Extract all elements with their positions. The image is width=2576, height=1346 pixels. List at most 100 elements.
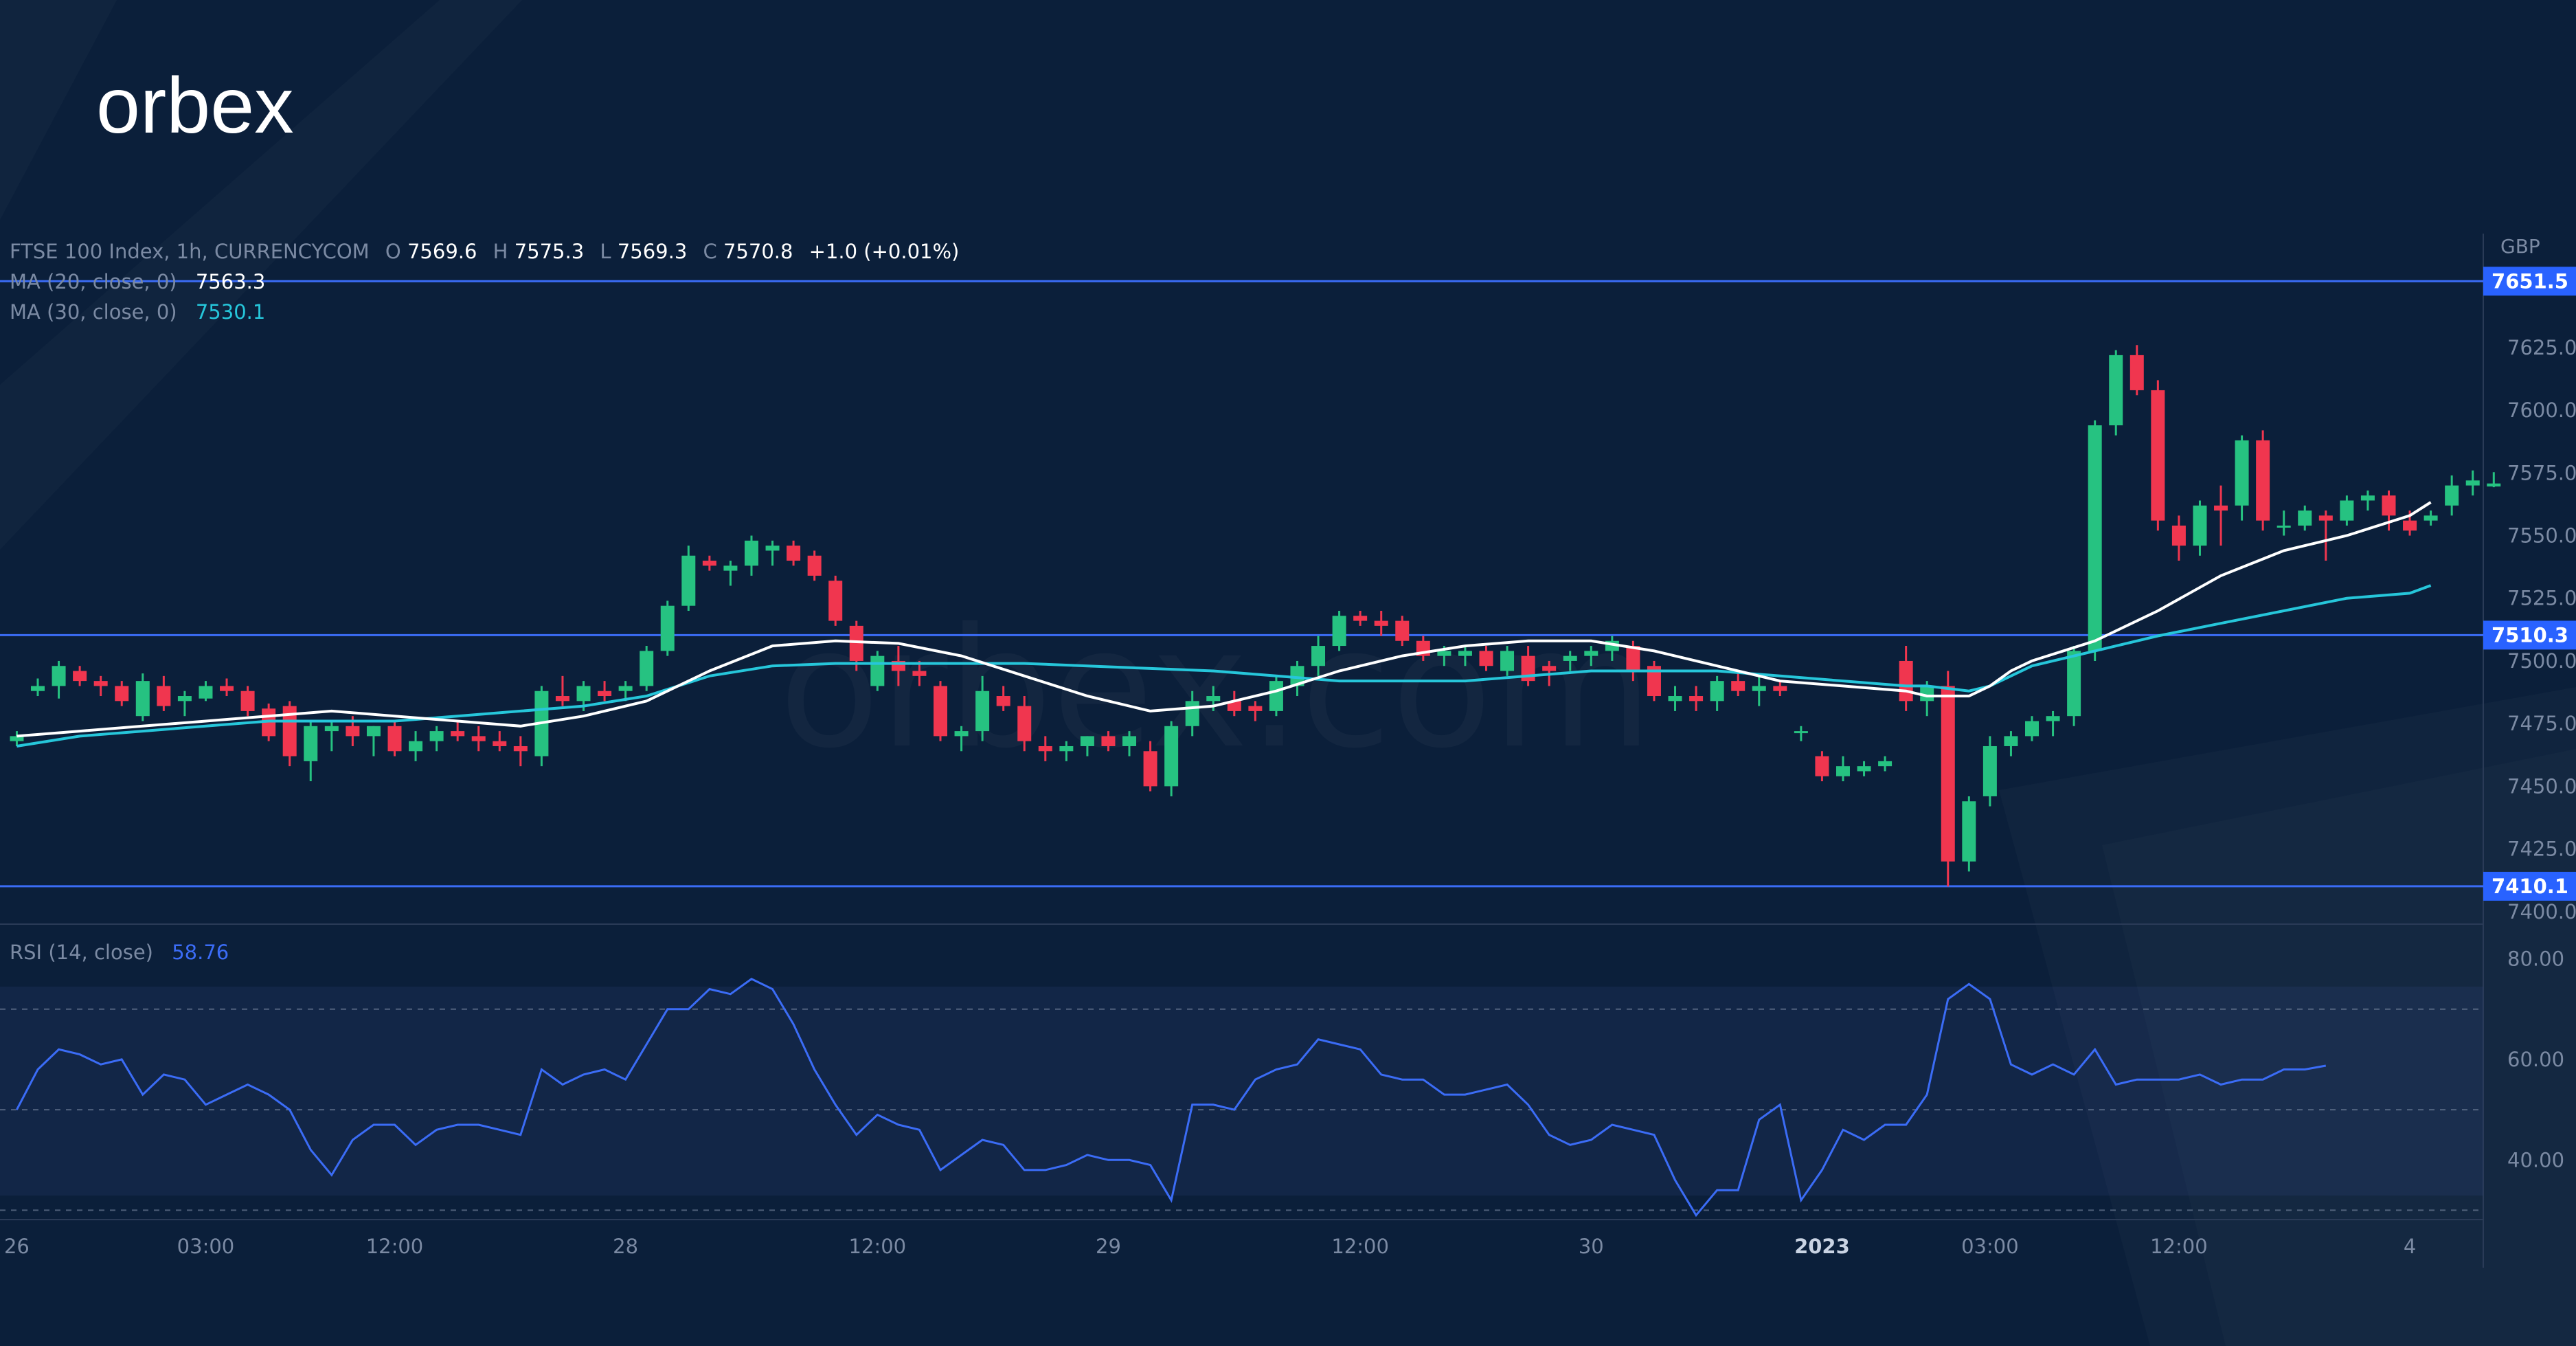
candle-body: [850, 626, 863, 661]
candle-body: [556, 696, 569, 701]
candle-body: [766, 546, 780, 550]
candle-body: [598, 691, 611, 696]
candle-body: [1899, 661, 1913, 701]
time-tick-label: 12:00: [2150, 1235, 2208, 1258]
candle-body: [1941, 686, 1955, 861]
candle-body: [2256, 440, 2270, 521]
candle-body: [178, 696, 192, 701]
candle-body: [2298, 511, 2312, 526]
candle-body: [1206, 696, 1220, 701]
candle-body: [2004, 736, 2018, 746]
candle-body: [157, 686, 170, 706]
candle-body: [1752, 686, 1766, 691]
rsi-tick-label: 40.00: [2507, 1148, 2564, 1171]
ma30-legend: MA (30, close, 0) 7530.1: [10, 300, 265, 324]
candle-body: [1962, 801, 1976, 862]
chart-stage: orbex.com orbex 7625.0 7600.0 7575.0 7550.0…: [0, 0, 2576, 1346]
time-tick-label: 12:00: [1331, 1235, 1389, 1258]
candle-body: [912, 671, 926, 676]
candle-body: [955, 731, 969, 736]
candle-body: [367, 726, 381, 737]
candle-body: [387, 726, 401, 751]
candle-body: [787, 546, 800, 561]
time-tick-label: 03:00: [177, 1235, 235, 1258]
candle-body: [619, 686, 633, 691]
candle-body: [1731, 681, 1745, 691]
candle-body: [2424, 515, 2438, 520]
time-tick-label: 4: [2404, 1235, 2416, 1258]
level-label: 7410.1: [2492, 875, 2568, 898]
candle-body: [1857, 766, 1871, 771]
candle-body: [451, 731, 464, 736]
candle-body: [745, 541, 758, 565]
candle-body: [2466, 480, 2480, 485]
candle-body: [94, 681, 108, 686]
rsi-tick-label: 80.00: [2507, 947, 2564, 971]
legend-high-label: H: [493, 240, 508, 263]
candle-body: [2172, 526, 2186, 546]
candle-body: [430, 731, 444, 741]
price-tick-label: 7625.0: [2507, 336, 2576, 359]
rsi-legend: RSI (14, close) 58.76: [10, 941, 229, 964]
rsi-band: [0, 987, 2483, 1196]
candle-body: [1773, 686, 1787, 691]
time-tick-label: 12:00: [849, 1235, 907, 1258]
candle-body: [2046, 716, 2060, 721]
candle-body: [1122, 736, 1136, 746]
candle-body: [2487, 484, 2500, 486]
candle-body: [1584, 651, 1598, 655]
candle-body: [2277, 526, 2291, 528]
candle-body: [472, 736, 486, 741]
candle-body: [2193, 506, 2206, 546]
candle-body: [1311, 646, 1325, 666]
candle-body: [304, 726, 317, 761]
legend-symbol: FTSE 100 Index, 1h, CURRENCYCOM: [10, 240, 370, 263]
chart-canvas: orbex.com orbex 7625.07600.07575.07550.0…: [0, 0, 2576, 1346]
candle-body: [2151, 390, 2165, 521]
candle-body: [1500, 651, 1514, 671]
candle-body: [115, 686, 128, 701]
candle-body: [241, 691, 255, 711]
ma20-legend-label: MA (20, close, 0): [10, 270, 177, 293]
candle-body: [1689, 696, 1703, 701]
legend-open-label: O: [385, 240, 401, 263]
price-tick-label: 7600.0: [2507, 399, 2576, 422]
time-tick-label: 2023: [1794, 1235, 1850, 1258]
price-tick-label: 7450.0: [2507, 774, 2576, 798]
time-tick-label: 12:00: [366, 1235, 424, 1258]
candle-body: [2403, 521, 2417, 531]
level-label: 7510.3: [2492, 623, 2568, 647]
candle-body: [2088, 425, 2102, 651]
ma30-legend-value: 7530.1: [196, 300, 265, 324]
candle-body: [52, 666, 66, 686]
candle-body: [1458, 651, 1472, 655]
candle-body: [2361, 495, 2375, 500]
candle-body: [1710, 681, 1724, 701]
currency-label: GBP: [2500, 235, 2540, 258]
candle-body: [808, 556, 822, 576]
candle-body: [1479, 651, 1493, 666]
legend-change: +1.0 (+0.01%): [809, 240, 960, 263]
candle-body: [2109, 355, 2123, 425]
rsi-legend-label: RSI (14, close): [10, 941, 153, 964]
candle-body: [1669, 696, 1682, 701]
candle-body: [934, 686, 947, 736]
price-tick-label: 7400.0: [2507, 900, 2576, 923]
candle-body: [1248, 706, 1262, 711]
candle-body: [2340, 500, 2353, 520]
legend-open-value: 7569.6: [407, 240, 477, 263]
price-tick-label: 7550.0: [2507, 524, 2576, 548]
candle-body: [975, 691, 989, 731]
candle-body: [1101, 736, 1115, 746]
candle-body: [346, 726, 359, 737]
candle-body: [1563, 656, 1577, 661]
candle-body: [1039, 746, 1052, 751]
candle-body: [1269, 681, 1283, 711]
rsi-legend-value: 58.76: [172, 941, 229, 964]
candle-body: [1081, 736, 1094, 746]
candle-body: [31, 686, 45, 691]
legend-low-value: 7569.3: [618, 240, 687, 263]
price-tick-label: 7475.0: [2507, 712, 2576, 735]
candle-body: [514, 746, 528, 751]
watermark-text: orbex.com: [779, 592, 1653, 785]
